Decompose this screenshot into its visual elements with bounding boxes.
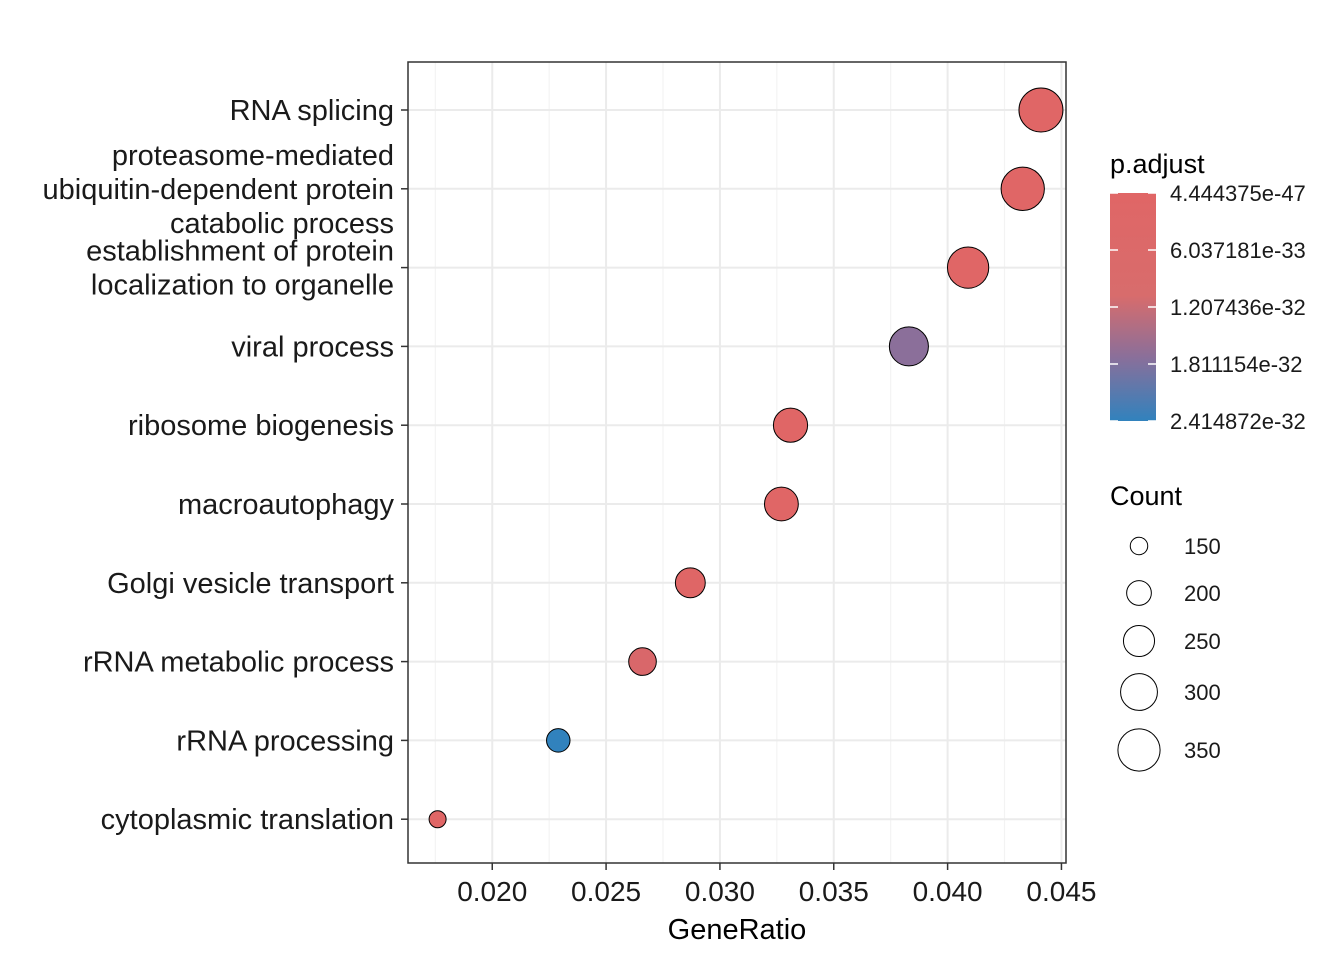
size-legend-key <box>1120 673 1158 711</box>
data-point <box>628 647 657 676</box>
size-legend-label: 200 <box>1184 581 1221 606</box>
data-point <box>772 407 809 443</box>
y-tick-label: macroautophagy <box>178 489 395 521</box>
data-point <box>674 567 706 599</box>
data-points <box>428 87 1064 829</box>
color-legend-label: 1.207436e-32 <box>1170 295 1306 320</box>
color-legend-label: 4.444375e-47 <box>1170 181 1306 206</box>
size-legend: Count 150 200 250 300 350 <box>1110 481 1221 772</box>
y-tick-label: viral process <box>231 331 394 363</box>
y-tick-label: RNA splicing <box>230 95 394 127</box>
y-axis: RNA splicing proteasome-mediated ubiquitin… <box>43 95 408 836</box>
panel-background <box>408 62 1066 863</box>
x-tick-label: 0.045 <box>1026 876 1096 907</box>
y-tick-label: proteasome-mediated ubiquitin-dependent p… <box>43 140 395 240</box>
y-tick-label: rRNA metabolic process <box>83 647 394 679</box>
x-tick-label: 0.020 <box>457 876 527 907</box>
color-legend-label: 6.037181e-33 <box>1170 238 1306 263</box>
x-axis: 0.020 0.025 0.030 0.035 0.040 0.045 <box>457 863 1096 907</box>
data-point <box>1000 166 1045 211</box>
x-axis-title: GeneRatio <box>668 914 807 946</box>
x-tick-label: 0.035 <box>799 876 869 907</box>
size-legend-key <box>1117 728 1161 772</box>
panel-border <box>407 61 1067 864</box>
data-point <box>763 486 799 522</box>
data-point <box>1018 87 1064 133</box>
size-legend-label: 350 <box>1184 738 1221 763</box>
size-legend-label: 250 <box>1184 629 1221 654</box>
data-point <box>546 728 571 753</box>
x-tick-label: 0.040 <box>913 876 983 907</box>
data-point <box>946 246 990 289</box>
y-tick-label: rRNA processing <box>176 725 394 757</box>
size-legend-key <box>1126 580 1152 606</box>
color-legend-title: p.adjust <box>1110 149 1205 179</box>
y-tick-label: establishment of protein localization to … <box>86 236 394 302</box>
color-legend-label: 2.414872e-32 <box>1170 409 1306 434</box>
x-tick-label: 0.030 <box>685 876 755 907</box>
size-legend-label: 300 <box>1184 680 1221 705</box>
y-tick-label: Golgi vesicle transport <box>107 568 394 600</box>
size-legend-label: 150 <box>1184 534 1221 559</box>
color-legend: p.adjust 4.444375e-47 6.037181e-33 1.20743… <box>1110 149 1306 434</box>
size-legend-key <box>1129 536 1149 556</box>
y-tick-label: cytoplasmic translation <box>101 804 394 836</box>
x-tick-label: 0.025 <box>571 876 641 907</box>
size-legend-title: Count <box>1110 481 1183 511</box>
color-legend-label: 1.811154e-32 <box>1170 352 1303 377</box>
y-tick-label: ribosome biogenesis <box>128 410 394 442</box>
data-point <box>428 810 447 829</box>
data-point <box>888 326 929 367</box>
size-legend-key <box>1122 624 1156 658</box>
